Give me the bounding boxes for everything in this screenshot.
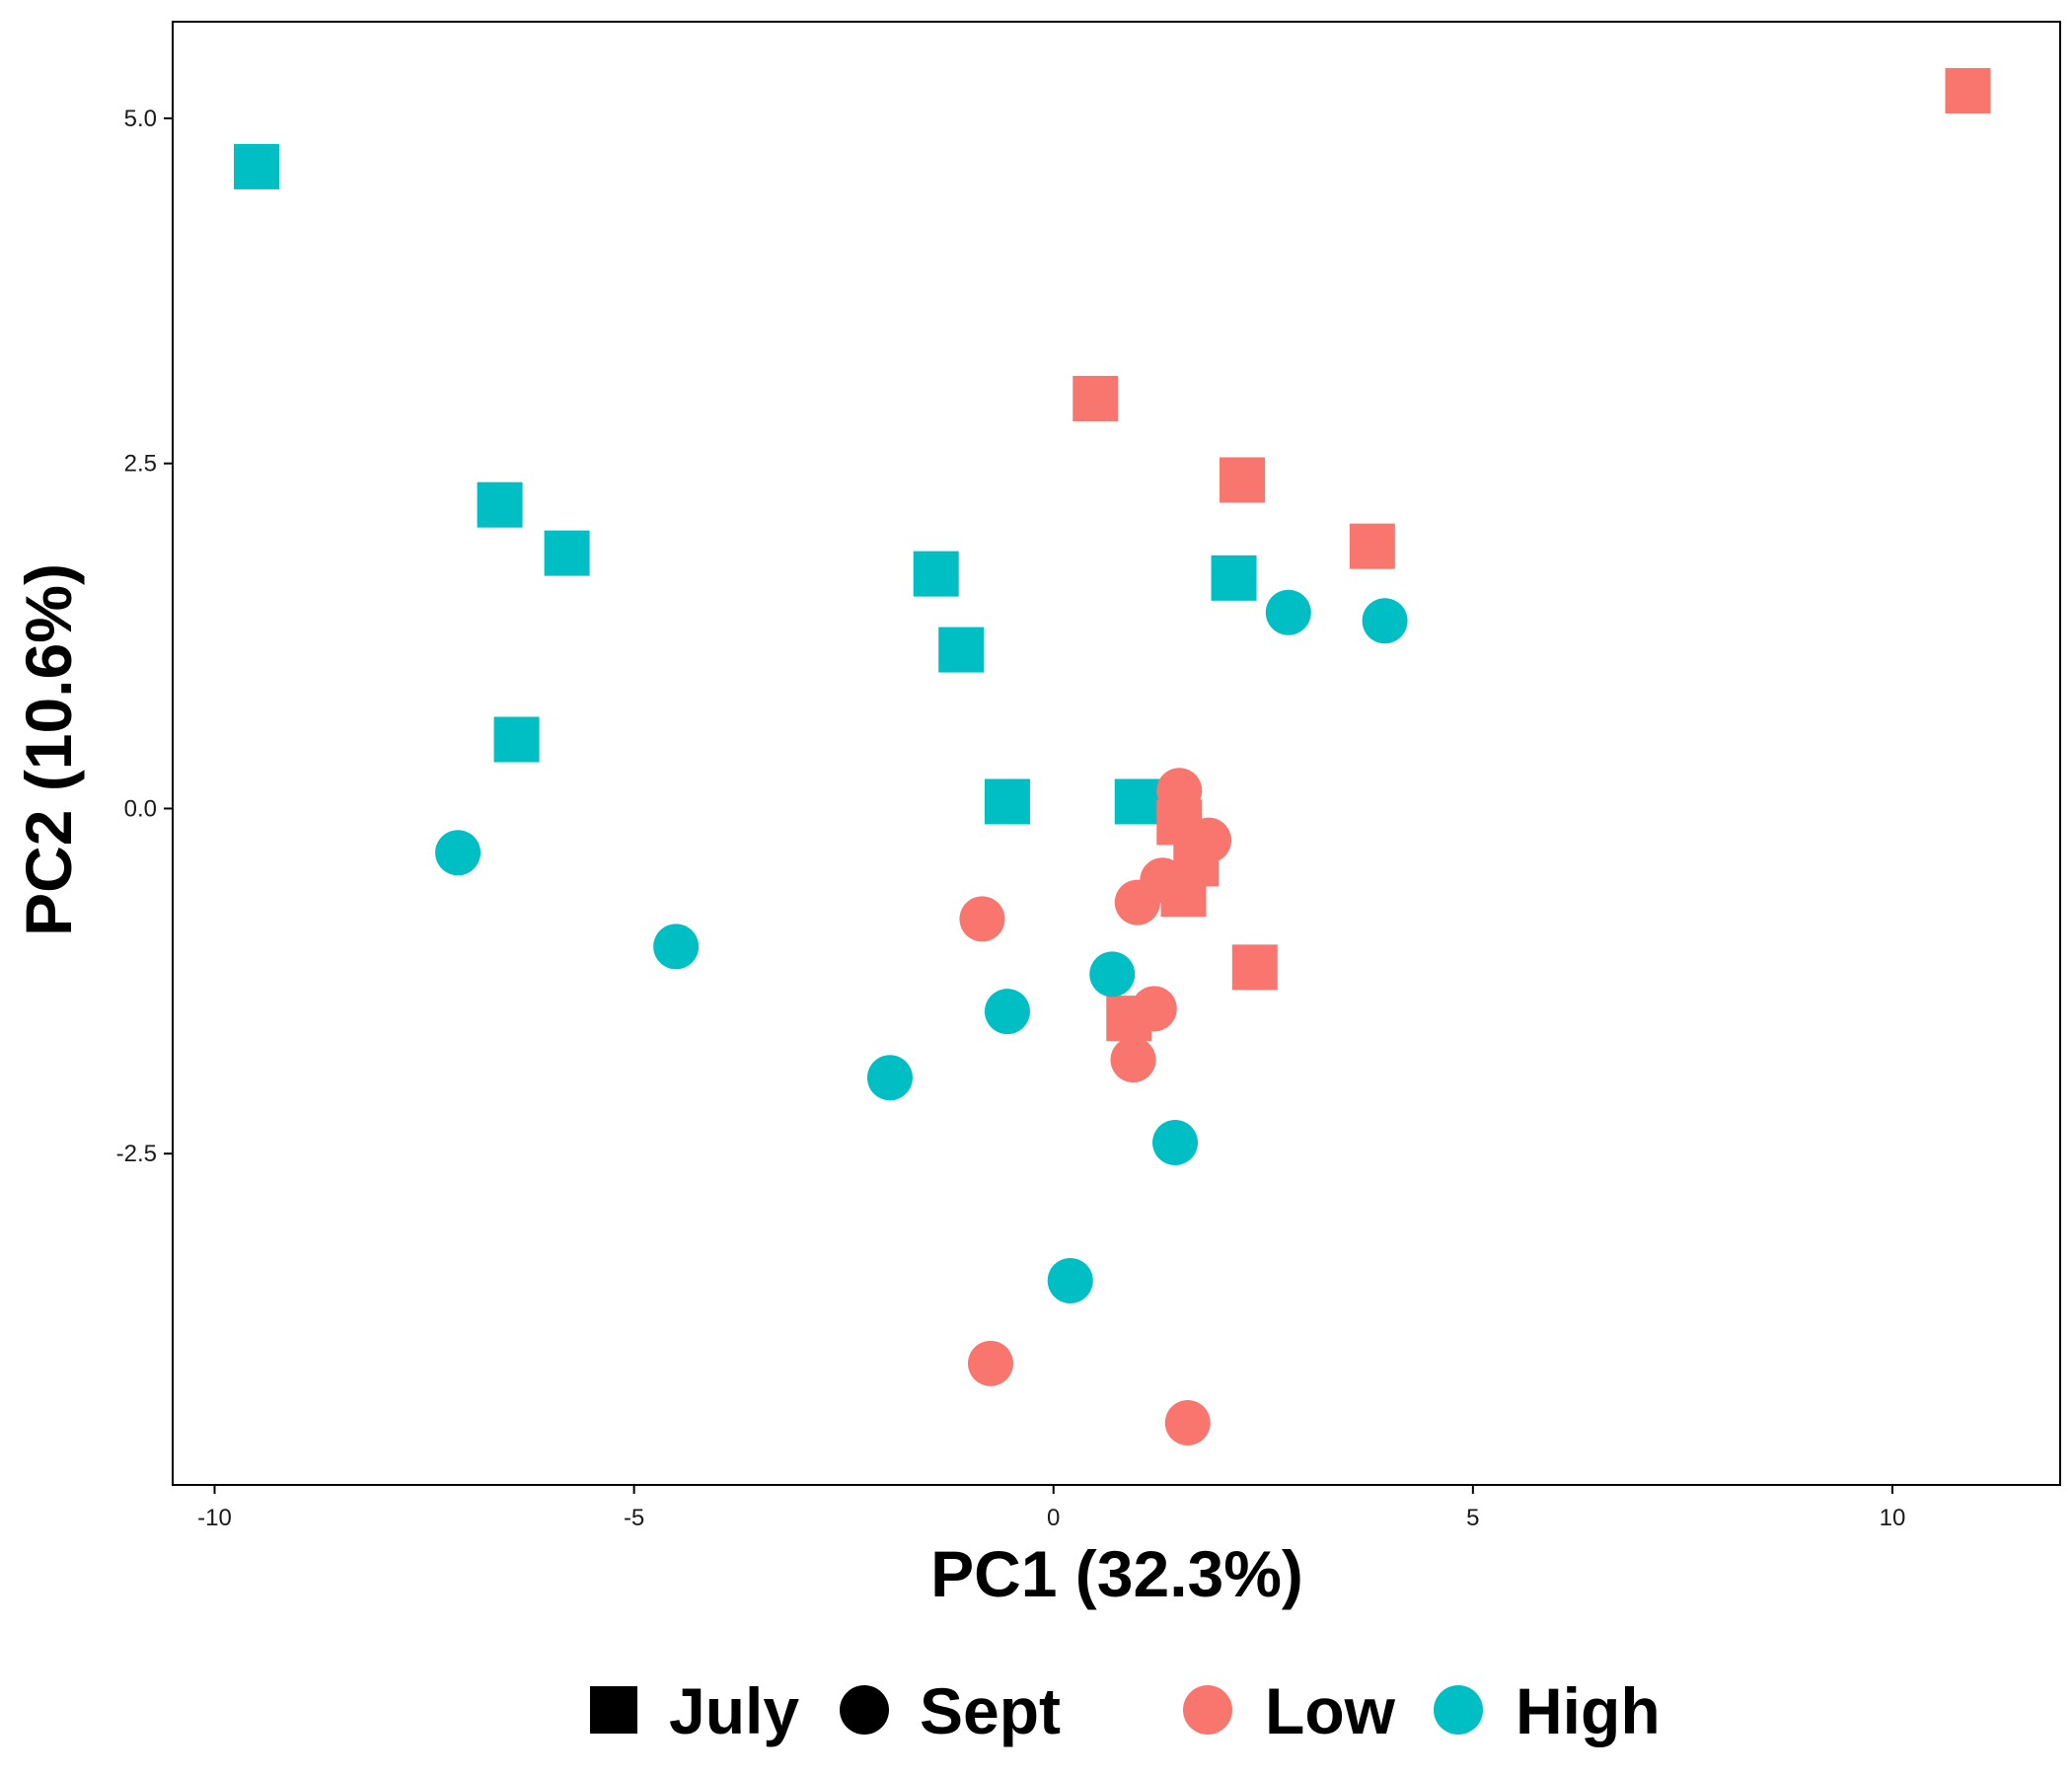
- data-point-sept-high: [1152, 1120, 1199, 1166]
- x-tick-label: -5: [624, 1505, 644, 1531]
- x-axis-title: PC1 (32.3%): [930, 1537, 1303, 1610]
- data-point-sept-high: [435, 830, 481, 876]
- data-point-sept-high: [1047, 1257, 1093, 1303]
- data-point-july-high: [1211, 555, 1257, 601]
- y-tick-label: 2.5: [124, 451, 157, 478]
- legend-high-swatch-icon: [1434, 1685, 1483, 1735]
- x-axis: -10 -5 0 5 10: [197, 1485, 1905, 1531]
- data-point-sept-low: [959, 896, 1005, 942]
- data-point-july-high: [477, 481, 523, 528]
- legend-label-high: High: [1516, 1674, 1661, 1747]
- data-point-sept-low: [967, 1340, 1013, 1386]
- legend-label-july: July: [669, 1674, 799, 1747]
- data-point-sept-high: [1265, 589, 1311, 635]
- data-point-july-high: [984, 778, 1030, 825]
- legend-circle-icon: [840, 1685, 889, 1735]
- data-point-july-low: [1945, 67, 1991, 113]
- legend-label-sept: Sept: [920, 1674, 1061, 1747]
- data-point-july-high: [1114, 778, 1160, 825]
- plot-frame: [172, 21, 2061, 1486]
- data-point-july-low: [1231, 944, 1278, 991]
- data-point-sept-high: [653, 924, 700, 970]
- data-point-july-high: [493, 716, 540, 763]
- data-point-july-low: [1349, 523, 1395, 569]
- data-point-sept-high: [984, 989, 1030, 1035]
- legend-label-low: Low: [1265, 1674, 1396, 1747]
- legend-low-swatch-icon: [1183, 1685, 1232, 1735]
- data-point-sept-high: [866, 1055, 913, 1101]
- data-point-sept-high: [1362, 598, 1408, 644]
- data-point-sept-low: [1131, 986, 1177, 1032]
- data-point-sept-low: [1186, 817, 1232, 863]
- legend-square-icon: [590, 1686, 637, 1734]
- data-point-sept-low: [1164, 1400, 1211, 1446]
- data-point-july-high: [544, 530, 590, 576]
- y-axis-title: PC2 (10.6%): [12, 563, 85, 936]
- y-tick-label: 0.0: [124, 795, 157, 822]
- data-point-sept-low: [1110, 1037, 1156, 1083]
- data-point-sept-low: [1156, 768, 1203, 814]
- points-layer: [234, 67, 1991, 1446]
- y-tick-label: 5.0: [124, 106, 157, 132]
- data-point-july-low: [1220, 457, 1266, 503]
- data-point-sept-low: [1114, 879, 1160, 925]
- x-tick-label: 5: [1466, 1505, 1479, 1531]
- x-tick-label: 10: [1880, 1505, 1906, 1531]
- data-point-sept-high: [1089, 951, 1136, 998]
- data-point-july-high: [234, 143, 280, 189]
- x-tick-label: -10: [197, 1505, 232, 1531]
- legend: July Sept Low High: [590, 1674, 1661, 1747]
- y-tick-label: -2.5: [116, 1141, 157, 1167]
- data-point-july-high: [913, 551, 959, 597]
- y-axis: 5.0 2.5 0.0 -2.5: [116, 106, 173, 1167]
- data-point-july-low: [1073, 375, 1119, 421]
- data-point-july-high: [938, 627, 985, 673]
- x-tick-label: 0: [1047, 1505, 1060, 1531]
